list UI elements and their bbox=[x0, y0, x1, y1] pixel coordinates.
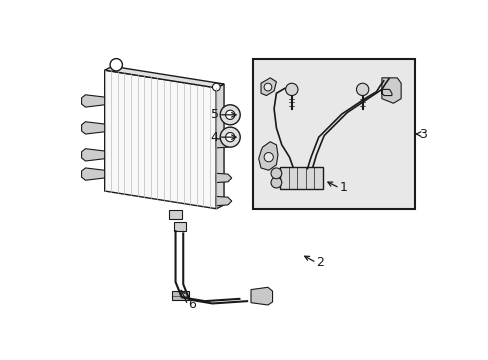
Polygon shape bbox=[104, 70, 216, 209]
Circle shape bbox=[356, 83, 368, 95]
Polygon shape bbox=[258, 142, 277, 170]
Circle shape bbox=[212, 83, 220, 91]
Bar bbox=[280, 167, 322, 189]
Circle shape bbox=[270, 168, 281, 179]
Circle shape bbox=[225, 132, 234, 142]
Polygon shape bbox=[216, 173, 231, 183]
Polygon shape bbox=[81, 122, 104, 134]
Polygon shape bbox=[216, 197, 231, 206]
Polygon shape bbox=[250, 287, 272, 305]
Circle shape bbox=[220, 105, 240, 125]
Polygon shape bbox=[216, 139, 231, 148]
Circle shape bbox=[270, 177, 281, 188]
Circle shape bbox=[264, 83, 271, 91]
Polygon shape bbox=[381, 78, 400, 103]
Polygon shape bbox=[81, 168, 104, 180]
Circle shape bbox=[285, 83, 297, 95]
Text: 3: 3 bbox=[418, 127, 426, 140]
Polygon shape bbox=[104, 66, 224, 88]
Text: 1: 1 bbox=[339, 181, 346, 194]
Bar bbox=[169, 210, 182, 219]
Circle shape bbox=[220, 127, 240, 147]
Polygon shape bbox=[81, 95, 104, 107]
Polygon shape bbox=[81, 149, 104, 161]
Circle shape bbox=[110, 59, 122, 71]
Text: 5: 5 bbox=[210, 108, 218, 121]
Bar bbox=[174, 222, 186, 231]
Bar bbox=[171, 291, 188, 300]
Polygon shape bbox=[216, 84, 224, 209]
Circle shape bbox=[225, 110, 234, 120]
Text: 6: 6 bbox=[187, 298, 195, 311]
Circle shape bbox=[264, 153, 273, 162]
Text: 4: 4 bbox=[210, 131, 218, 144]
Bar bbox=[253, 59, 414, 209]
Polygon shape bbox=[261, 78, 276, 95]
Text: 2: 2 bbox=[316, 256, 324, 269]
